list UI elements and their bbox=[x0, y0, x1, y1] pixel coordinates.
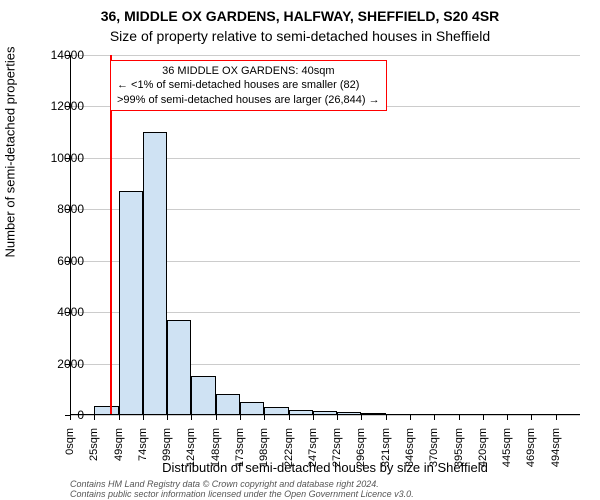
x-tick-label: 494sqm bbox=[550, 428, 562, 488]
x-tick-mark bbox=[410, 415, 411, 420]
info-box-line: ← <1% of semi-detached houses are smalle… bbox=[117, 78, 380, 92]
x-tick-label: 173sqm bbox=[234, 428, 246, 488]
x-tick-label: 321sqm bbox=[380, 428, 392, 488]
x-tick-label: 198sqm bbox=[258, 428, 270, 488]
x-tick-mark bbox=[94, 415, 95, 420]
x-tick-mark bbox=[386, 415, 387, 420]
x-tick-mark bbox=[483, 415, 484, 420]
y-tick-label: 10000 bbox=[34, 151, 84, 165]
info-box-line: >99% of semi-detached houses are larger … bbox=[117, 93, 380, 107]
x-tick-mark bbox=[216, 415, 217, 420]
x-tick-label: 25sqm bbox=[88, 428, 100, 488]
x-tick-mark bbox=[556, 415, 557, 420]
y-tick-label: 2000 bbox=[34, 357, 84, 371]
y-tick-label: 12000 bbox=[34, 99, 84, 113]
plot-area: 36 MIDDLE OX GARDENS: 40sqm← <1% of semi… bbox=[70, 55, 580, 415]
x-tick-label: 370sqm bbox=[428, 428, 440, 488]
x-tick-label: 0sqm bbox=[64, 428, 76, 488]
x-tick-mark bbox=[337, 415, 338, 420]
x-tick-label: 395sqm bbox=[453, 428, 465, 488]
x-tick-label: 445sqm bbox=[501, 428, 513, 488]
histogram-bar bbox=[216, 394, 240, 415]
histogram-bar bbox=[191, 376, 215, 415]
x-tick-mark bbox=[143, 415, 144, 420]
x-tick-mark bbox=[531, 415, 532, 420]
x-tick-mark bbox=[313, 415, 314, 420]
chart-container: 36, MIDDLE OX GARDENS, HALFWAY, SHEFFIEL… bbox=[0, 0, 600, 500]
x-tick-label: 148sqm bbox=[210, 428, 222, 488]
x-tick-mark bbox=[191, 415, 192, 420]
y-tick-label: 14000 bbox=[34, 48, 84, 62]
grid-line bbox=[70, 415, 580, 416]
x-tick-label: 222sqm bbox=[283, 428, 295, 488]
y-tick-label: 0 bbox=[34, 408, 84, 422]
x-tick-mark bbox=[264, 415, 265, 420]
x-tick-mark bbox=[361, 415, 362, 420]
y-tick-label: 4000 bbox=[34, 305, 84, 319]
title-line-1: 36, MIDDLE OX GARDENS, HALFWAY, SHEFFIEL… bbox=[0, 8, 600, 24]
x-tick-label: 346sqm bbox=[404, 428, 416, 488]
x-tick-mark bbox=[119, 415, 120, 420]
x-tick-label: 247sqm bbox=[307, 428, 319, 488]
footer-line-2: Contains public sector information licen… bbox=[70, 490, 580, 500]
histogram-bar bbox=[143, 132, 167, 415]
grid-line bbox=[70, 55, 580, 56]
histogram-bar bbox=[119, 191, 143, 415]
x-axis-line bbox=[70, 414, 580, 415]
property-info-box: 36 MIDDLE OX GARDENS: 40sqm← <1% of semi… bbox=[110, 60, 387, 111]
x-tick-mark bbox=[507, 415, 508, 420]
x-tick-label: 420sqm bbox=[477, 428, 489, 488]
x-tick-label: 469sqm bbox=[525, 428, 537, 488]
x-tick-label: 296sqm bbox=[355, 428, 367, 488]
x-tick-label: 99sqm bbox=[161, 428, 173, 488]
y-axis-label: Number of semi-detached properties bbox=[3, 218, 18, 258]
x-tick-mark bbox=[167, 415, 168, 420]
info-box-line: 36 MIDDLE OX GARDENS: 40sqm bbox=[117, 64, 380, 78]
histogram-bar bbox=[167, 320, 191, 415]
title-line-2: Size of property relative to semi-detach… bbox=[0, 28, 600, 44]
x-tick-label: 74sqm bbox=[137, 428, 149, 488]
x-tick-label: 124sqm bbox=[185, 428, 197, 488]
x-tick-mark bbox=[434, 415, 435, 420]
x-tick-mark bbox=[459, 415, 460, 420]
x-tick-mark bbox=[240, 415, 241, 420]
x-tick-label: 49sqm bbox=[113, 428, 125, 488]
y-tick-label: 6000 bbox=[34, 254, 84, 268]
x-tick-mark bbox=[289, 415, 290, 420]
x-tick-label: 272sqm bbox=[331, 428, 343, 488]
y-tick-label: 8000 bbox=[34, 202, 84, 216]
